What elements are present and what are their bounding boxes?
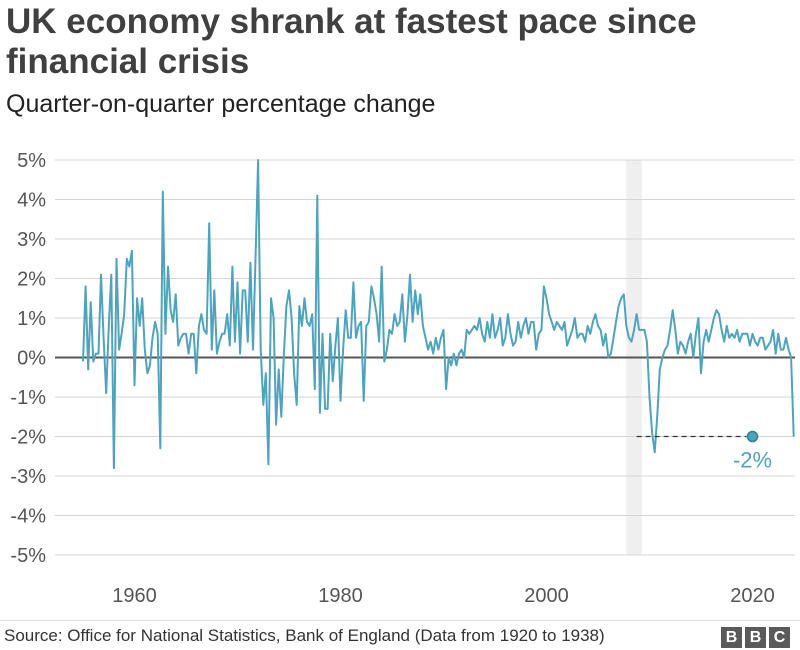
y-tick-label: 1% xyxy=(17,308,46,330)
y-tick-label: 4% xyxy=(17,190,46,212)
x-tick-label: 2020 xyxy=(730,585,775,607)
x-tick-label: 1960 xyxy=(112,585,157,607)
annotation-layer: -2% xyxy=(636,430,772,473)
y-tick-label: 2% xyxy=(17,269,46,291)
x-tick-label: 1980 xyxy=(318,585,363,607)
latest-value-marker xyxy=(746,430,759,443)
y-tick-label: 5% xyxy=(17,150,46,172)
footer-divider xyxy=(0,620,800,621)
y-tick-label: -2% xyxy=(10,427,46,449)
gridlines xyxy=(55,159,795,556)
bbc-logo: B B C xyxy=(721,627,790,648)
x-axis-tick-labels: 1960 1980 2000 2020 xyxy=(112,585,775,607)
y-tick-label: -3% xyxy=(10,466,46,488)
series-line xyxy=(82,159,795,470)
chart-title: UK economy shrank at fastest pace since … xyxy=(6,2,697,81)
y-axis-tick-labels: 5% 4% 3% 2% 1% 0% -1% -2% -3% -4% -5% xyxy=(10,150,46,567)
bbc-logo-letter-c: C xyxy=(769,627,790,648)
y-tick-label: 3% xyxy=(17,229,46,251)
chart-subtitle: Quarter-on-quarter percentage change xyxy=(6,90,436,118)
series-layer xyxy=(82,159,795,470)
bbc-logo-letter-b1: B xyxy=(721,627,742,648)
y-tick-label: -4% xyxy=(10,506,46,528)
latest-value-label: -2% xyxy=(733,448,772,473)
bbc-logo-letter-b2: B xyxy=(745,627,766,648)
x-tick-label: 2000 xyxy=(524,585,569,607)
source-note: Source: Office for National Statistics, … xyxy=(4,626,605,645)
line-chart: 5% 4% 3% 2% 1% 0% -1% -2% -3% -4% -5% 1960 1980 2000… xyxy=(10,150,795,607)
y-tick-label: 0% xyxy=(17,348,46,370)
y-tick-label: -5% xyxy=(10,545,46,567)
y-tick-label: -1% xyxy=(10,387,46,409)
